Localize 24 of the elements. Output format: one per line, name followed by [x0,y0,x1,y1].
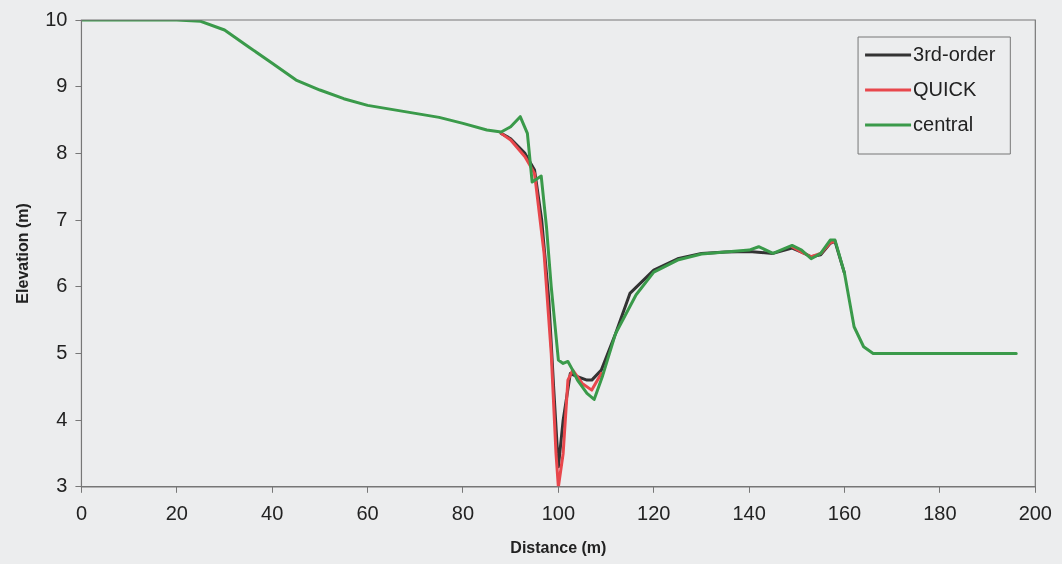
y-tick-label: 5 [56,340,68,363]
legend-label: QUICK [913,77,978,100]
y-tick-label: 3 [56,474,68,497]
x-tick-label: 140 [732,502,766,525]
y-tick-label: 7 [56,207,68,230]
x-tick-label: 80 [451,502,475,525]
x-tick-label: 100 [541,502,576,525]
y-tick-label: 10 [45,7,68,30]
y-tick-label: 9 [56,74,68,97]
x-tick-label: 180 [923,502,957,525]
x-tick-label: 160 [827,502,862,525]
x-tick-label: 60 [356,502,379,525]
y-tick-label: 6 [56,274,68,297]
x-tick-label: 20 [165,502,188,525]
x-tick-label: 120 [637,502,671,525]
legend-label: central [913,112,974,135]
x-axis-title: Distance (m) [510,538,607,556]
y-tick-label: 4 [56,407,68,430]
x-tick-label: 0 [75,502,88,525]
y-tick-label: 8 [56,140,68,163]
legend-label: 3rd-order [913,42,996,65]
y-axis-title: Elevation (m) [14,203,32,304]
x-tick-label: 40 [261,502,284,525]
x-tick-label: 200 [1018,502,1052,525]
